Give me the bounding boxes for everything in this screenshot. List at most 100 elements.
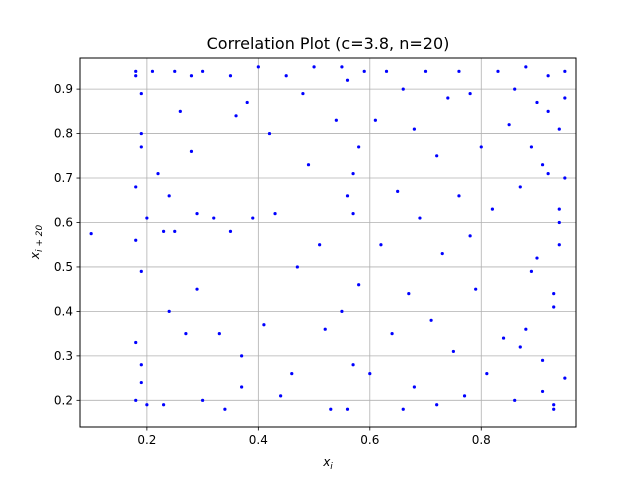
- data-point: [245, 100, 249, 105]
- data-point: [440, 252, 444, 256]
- data-point: [518, 185, 522, 189]
- data-point: [134, 74, 138, 78]
- data-point: [468, 234, 472, 238]
- data-point: [262, 323, 266, 327]
- data-point: [89, 232, 93, 236]
- data-point: [557, 243, 561, 247]
- data-point: [228, 74, 233, 78]
- data-point: [457, 194, 461, 198]
- data-point: [145, 403, 149, 407]
- data-point: [134, 340, 138, 345]
- data-points: [89, 65, 567, 411]
- data-point: [563, 176, 567, 180]
- data-point: [256, 65, 260, 69]
- data-point: [195, 287, 199, 291]
- data-point: [301, 91, 305, 96]
- data-point: [184, 332, 188, 336]
- data-point: [345, 78, 350, 82]
- data-point: [529, 145, 534, 149]
- data-point: [524, 65, 528, 69]
- data-point: [379, 243, 383, 247]
- data-point: [139, 145, 143, 149]
- data-point: [496, 69, 500, 73]
- x-tick-label: 0.2: [137, 433, 156, 447]
- data-point: [139, 363, 143, 367]
- data-point: [295, 265, 299, 269]
- y-tick-label: 0.6: [54, 215, 73, 229]
- data-point: [251, 216, 255, 220]
- data-point: [446, 96, 450, 100]
- data-point: [524, 327, 528, 331]
- x-axis-label: xi: [322, 455, 333, 472]
- data-point: [546, 74, 550, 78]
- y-tick-label: 0.7: [54, 171, 73, 185]
- data-point: [457, 69, 461, 73]
- data-point: [139, 380, 143, 385]
- data-point: [540, 163, 545, 167]
- data-point: [201, 69, 205, 73]
- data-point: [390, 332, 394, 336]
- data-point: [451, 349, 455, 354]
- data-point: [435, 154, 439, 158]
- data-point: [139, 269, 143, 273]
- data-point: [540, 389, 545, 394]
- data-point: [240, 385, 244, 389]
- y-tick-label: 0.8: [54, 127, 73, 141]
- y-tick-label: 0.2: [54, 393, 73, 407]
- data-point: [552, 407, 556, 411]
- data-point: [156, 171, 160, 176]
- data-point: [139, 131, 143, 136]
- data-point: [557, 207, 561, 211]
- plot-area-frame: [79, 57, 577, 428]
- data-point: [535, 100, 539, 105]
- grid-lines: [80, 58, 576, 427]
- y-tick-label: 0.9: [54, 82, 73, 96]
- data-point: [546, 171, 550, 176]
- data-point: [373, 118, 377, 122]
- y-axis-label: xi + 20: [28, 225, 45, 261]
- data-point: [212, 216, 216, 220]
- data-point: [351, 171, 355, 176]
- data-point: [535, 256, 539, 260]
- data-point: [267, 131, 272, 136]
- data-point: [468, 91, 472, 96]
- data-point: [462, 394, 467, 398]
- data-point: [134, 69, 138, 73]
- data-point: [178, 109, 182, 113]
- data-point: [351, 212, 355, 216]
- data-point: [345, 407, 350, 411]
- data-point: [161, 229, 166, 233]
- y-tick-label: 0.3: [54, 349, 73, 363]
- data-point: [173, 229, 177, 233]
- data-point: [357, 283, 361, 287]
- x-tick-label: 0.4: [249, 433, 268, 447]
- data-point: [240, 354, 244, 358]
- data-point: [563, 69, 567, 73]
- data-point: [368, 372, 372, 376]
- data-point: [217, 332, 221, 336]
- data-point: [228, 229, 233, 233]
- data-point: [557, 127, 561, 131]
- data-point: [134, 398, 138, 402]
- chart-title: Correlation Plot (c=3.8, n=20): [207, 34, 450, 53]
- data-point: [546, 109, 550, 113]
- data-point: [407, 292, 411, 296]
- data-point: [435, 403, 439, 407]
- data-point: [173, 69, 177, 73]
- data-point: [334, 118, 338, 122]
- data-point: [312, 65, 316, 69]
- data-point: [318, 243, 322, 247]
- data-point: [323, 327, 327, 331]
- data-point: [145, 216, 149, 220]
- data-point: [384, 69, 389, 73]
- data-point: [557, 220, 561, 225]
- data-point: [134, 185, 138, 189]
- data-point: [423, 69, 428, 73]
- data-point: [474, 287, 478, 291]
- data-point: [485, 372, 489, 376]
- axis-ticks: 0.2 0.4 0.6 0.8 0.2 0.3 0.4 0.5 0.6 0.7 0.8 0.9: [54, 82, 491, 447]
- data-point: [412, 127, 416, 131]
- data-point: [223, 407, 227, 411]
- data-point: [552, 403, 556, 407]
